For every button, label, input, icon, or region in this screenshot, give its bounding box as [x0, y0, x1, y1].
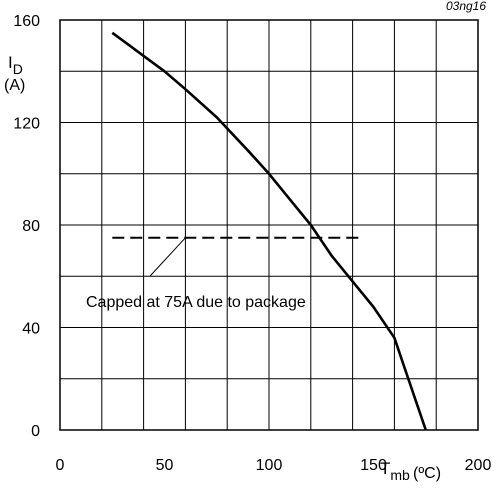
- series-group: [111, 31, 428, 431]
- y-tick-label: 40: [22, 321, 40, 338]
- y-tick-labels: 0 40 80 120 160: [13, 13, 40, 440]
- x-tick-labels: 0 50 100 150 200: [56, 457, 492, 474]
- annotation-leader-line: [149, 237, 186, 277]
- y-tick-label: 160: [13, 13, 40, 30]
- y-axis-label: ID: [8, 53, 23, 77]
- x-tick-label: 50: [156, 457, 174, 474]
- x-axis-label-sub: mb: [390, 467, 410, 483]
- plot-frame: [59, 19, 479, 431]
- y-tick-label: 0: [31, 423, 40, 440]
- y-tick-label: 120: [13, 116, 40, 133]
- y-axis-label-main: I: [8, 53, 13, 72]
- grid: [60, 20, 478, 430]
- x-tick-label: 150: [360, 457, 387, 474]
- y-axis-unit: (A): [4, 77, 25, 94]
- derating-curve: [111, 31, 428, 431]
- x-axis-label-main: T: [380, 459, 390, 478]
- figure-code: 03ng16: [446, 0, 486, 13]
- y-tick-label: 80: [22, 218, 40, 235]
- x-axis-unit: (ºC): [413, 465, 441, 482]
- x-tick-label: 200: [465, 457, 492, 474]
- x-tick-label: 100: [256, 457, 283, 474]
- x-axis-label: Tmb: [380, 459, 410, 483]
- annotation-text: Capped at 75A due to package: [86, 294, 306, 311]
- y-axis-label-sub: D: [13, 61, 23, 77]
- x-tick-label: 0: [56, 457, 65, 474]
